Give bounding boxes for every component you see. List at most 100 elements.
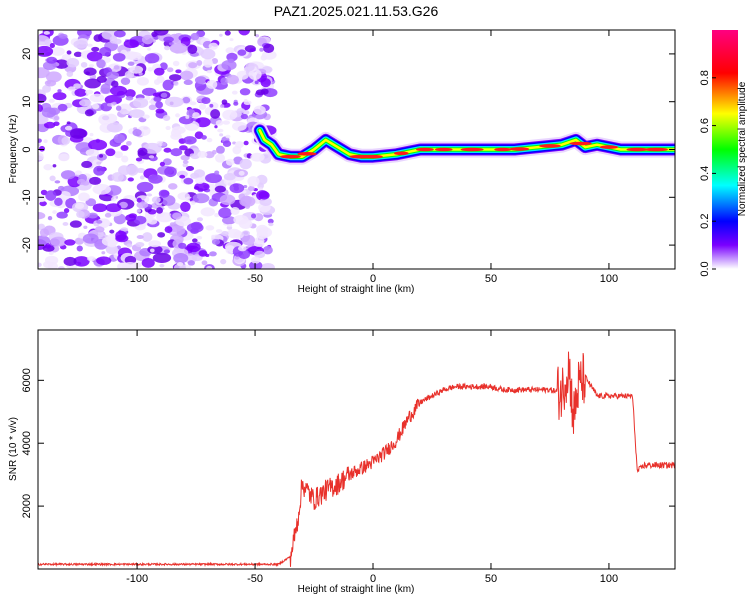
noise-blob (88, 139, 108, 151)
noise-blob (162, 79, 174, 91)
noise-blob (148, 155, 155, 159)
noise-blob (38, 104, 44, 113)
noise-blob (100, 83, 111, 94)
noise-blob (84, 78, 101, 89)
noise-blob (58, 153, 70, 162)
noise-blob (194, 76, 207, 85)
noise-blob (171, 126, 186, 135)
noise-blob (48, 98, 55, 103)
noise-blob (225, 134, 231, 139)
noise-blob (76, 178, 86, 186)
snr-panel: -100 -50 0 50 100 2000 4000 6000 Height of stra… (8, 329, 676, 595)
noise-blob (74, 237, 84, 245)
noise-blob (185, 115, 190, 119)
noise-blob (192, 193, 210, 204)
noise-blob (67, 86, 76, 92)
noise-blob (164, 166, 177, 178)
noise-blob (248, 260, 263, 269)
snr-xlabel: Height of straight line (km) (298, 584, 415, 595)
noise-blob (147, 67, 153, 72)
noise-blob (142, 232, 153, 242)
noise-blob (109, 229, 115, 234)
noise-blob (221, 60, 237, 71)
noise-blob (152, 252, 172, 264)
noise-blob (125, 95, 134, 101)
noise-blob (162, 115, 171, 122)
noise-blob (170, 133, 182, 140)
noise-blob (247, 176, 260, 187)
noise-blob (45, 71, 62, 83)
noise-blob (112, 53, 126, 62)
noise-blob (169, 222, 175, 226)
noise-blob (141, 257, 155, 268)
noise-blob (201, 135, 207, 140)
x-tick-label: -50 (247, 573, 263, 585)
noise-blob (104, 94, 122, 105)
noise-blob (38, 154, 45, 161)
noise-blob (267, 218, 274, 224)
noise-blob (263, 246, 270, 251)
noise-blob (58, 33, 68, 39)
noise-blob (38, 115, 49, 125)
noise-blob (105, 244, 119, 255)
noise-blob (45, 190, 57, 201)
noise-blob (219, 133, 224, 137)
noise-blob (190, 32, 200, 41)
ridge-peak (599, 145, 619, 149)
noise-blob (200, 48, 216, 60)
noise-blob (243, 98, 248, 103)
noise-blob (189, 101, 197, 106)
noise-blob (182, 162, 188, 168)
noise-blob (73, 51, 83, 58)
noise-blob (177, 262, 184, 267)
noise-blob (219, 194, 236, 206)
noise-blob (60, 170, 76, 180)
noise-blob (128, 109, 145, 118)
noise-blob (234, 255, 240, 260)
noise-blob (136, 208, 142, 213)
snr-line (38, 351, 675, 567)
noise-blob (113, 30, 126, 38)
noise-blob (220, 77, 229, 86)
y-tick-label: 2000 (21, 494, 33, 518)
noise-blob (238, 30, 251, 36)
noise-blob (38, 138, 42, 143)
noise-blobs (38, 30, 278, 269)
noise-blob (101, 251, 106, 255)
noise-blob (105, 203, 122, 213)
noise-blob (196, 217, 204, 222)
noise-blob (214, 170, 220, 175)
noise-blob (258, 187, 264, 191)
noise-blob (182, 160, 189, 164)
noise-blob (110, 85, 128, 96)
y-tick-label: -20 (21, 237, 33, 253)
y-tick-label: 4000 (21, 431, 33, 455)
noise-blob (188, 62, 198, 69)
noise-blob (107, 103, 112, 107)
noise-blob (211, 238, 221, 245)
noise-blob (126, 140, 132, 146)
noise-blob (74, 170, 82, 176)
noise-blob (113, 133, 126, 144)
noise-blob (229, 38, 234, 42)
noise-blob (115, 105, 122, 111)
noise-blob (214, 153, 226, 163)
noise-blob (155, 108, 165, 114)
noise-blob (157, 232, 166, 238)
y-tick-label: -10 (21, 189, 33, 205)
noise-blob (62, 222, 69, 226)
noise-blob (86, 43, 93, 47)
noise-blob (107, 240, 117, 248)
colorbar-ticks: 0.0 0.2 0.4 0.6 0.8 (699, 70, 716, 277)
noise-blob (164, 226, 173, 234)
noise-blob (250, 213, 257, 219)
noise-blob (135, 241, 145, 248)
ridge-peak (626, 147, 649, 152)
noise-blob (227, 223, 233, 228)
noise-blob (151, 196, 161, 204)
noise-blob (211, 58, 219, 64)
colorbar-tick-label: 0.6 (699, 118, 711, 133)
noise-blob (109, 35, 118, 44)
noise-blob (57, 185, 65, 191)
noise-blob (233, 231, 245, 239)
